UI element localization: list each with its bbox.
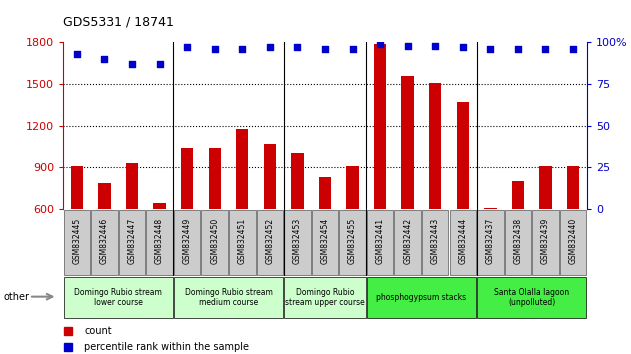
FancyBboxPatch shape bbox=[312, 210, 338, 275]
Text: GSM832443: GSM832443 bbox=[431, 218, 440, 264]
Point bbox=[155, 61, 165, 67]
Text: Santa Olalla lagoon
(unpolluted): Santa Olalla lagoon (unpolluted) bbox=[494, 288, 569, 307]
Bar bbox=[346, 166, 359, 209]
FancyBboxPatch shape bbox=[367, 277, 476, 318]
Text: Domingo Rubio stream
medium course: Domingo Rubio stream medium course bbox=[184, 288, 273, 307]
Point bbox=[430, 43, 440, 48]
FancyBboxPatch shape bbox=[505, 210, 531, 275]
Text: GSM832453: GSM832453 bbox=[293, 218, 302, 264]
Bar bbox=[126, 163, 138, 209]
Bar bbox=[567, 166, 579, 209]
Point bbox=[540, 46, 550, 52]
FancyBboxPatch shape bbox=[449, 210, 476, 275]
Point bbox=[513, 46, 523, 52]
Text: GSM832444: GSM832444 bbox=[458, 218, 468, 264]
Bar bbox=[208, 148, 221, 209]
Text: GSM832438: GSM832438 bbox=[514, 218, 522, 264]
Point bbox=[457, 45, 468, 50]
Text: other: other bbox=[3, 292, 29, 302]
Bar bbox=[98, 183, 110, 209]
FancyBboxPatch shape bbox=[174, 277, 283, 318]
Point bbox=[375, 41, 385, 47]
Bar bbox=[429, 83, 442, 209]
Text: GSM832440: GSM832440 bbox=[569, 218, 577, 264]
Bar bbox=[71, 166, 83, 209]
Bar bbox=[401, 76, 414, 209]
Text: GSM832437: GSM832437 bbox=[486, 218, 495, 264]
FancyBboxPatch shape bbox=[174, 210, 201, 275]
Text: GSM832451: GSM832451 bbox=[238, 218, 247, 264]
Text: phosphogypsum stacks: phosphogypsum stacks bbox=[376, 293, 466, 302]
FancyBboxPatch shape bbox=[422, 210, 449, 275]
Bar bbox=[457, 102, 469, 209]
Text: GSM832449: GSM832449 bbox=[182, 218, 192, 264]
Point bbox=[403, 43, 413, 48]
Text: GSM832448: GSM832448 bbox=[155, 218, 164, 264]
Point bbox=[127, 61, 137, 67]
Point bbox=[100, 56, 110, 62]
Bar bbox=[512, 181, 524, 209]
Point bbox=[348, 46, 358, 52]
Text: count: count bbox=[84, 326, 112, 336]
Bar bbox=[374, 44, 386, 209]
Text: Domingo Rubio
stream upper course: Domingo Rubio stream upper course bbox=[285, 288, 365, 307]
FancyBboxPatch shape bbox=[119, 210, 145, 275]
Text: GSM832439: GSM832439 bbox=[541, 218, 550, 264]
Bar bbox=[484, 208, 497, 209]
FancyBboxPatch shape bbox=[284, 210, 310, 275]
Text: GSM832442: GSM832442 bbox=[403, 218, 412, 264]
Bar bbox=[291, 153, 304, 209]
Text: GSM832445: GSM832445 bbox=[73, 218, 81, 264]
Point bbox=[72, 51, 82, 57]
Point bbox=[320, 46, 330, 52]
FancyBboxPatch shape bbox=[367, 210, 393, 275]
FancyBboxPatch shape bbox=[477, 277, 586, 318]
FancyBboxPatch shape bbox=[533, 210, 558, 275]
Text: GSM832446: GSM832446 bbox=[100, 218, 109, 264]
FancyBboxPatch shape bbox=[394, 210, 421, 275]
Point bbox=[182, 45, 192, 50]
Text: GDS5331 / 18741: GDS5331 / 18741 bbox=[63, 15, 174, 28]
Bar bbox=[181, 148, 193, 209]
FancyBboxPatch shape bbox=[64, 210, 90, 275]
Text: GSM832452: GSM832452 bbox=[266, 218, 274, 264]
Bar bbox=[540, 166, 551, 209]
FancyBboxPatch shape bbox=[560, 210, 586, 275]
Bar bbox=[264, 144, 276, 209]
Text: Domingo Rubio stream
lower course: Domingo Rubio stream lower course bbox=[74, 288, 162, 307]
FancyBboxPatch shape bbox=[477, 210, 504, 275]
Point bbox=[209, 46, 220, 52]
Point bbox=[237, 46, 247, 52]
Bar bbox=[319, 177, 331, 209]
Point bbox=[568, 46, 578, 52]
Text: GSM832454: GSM832454 bbox=[321, 218, 329, 264]
FancyBboxPatch shape bbox=[339, 210, 366, 275]
FancyBboxPatch shape bbox=[257, 210, 283, 275]
Bar bbox=[236, 129, 249, 209]
Bar bbox=[153, 203, 166, 209]
Text: GSM832455: GSM832455 bbox=[348, 218, 357, 264]
FancyBboxPatch shape bbox=[91, 210, 117, 275]
FancyBboxPatch shape bbox=[229, 210, 256, 275]
FancyBboxPatch shape bbox=[64, 277, 173, 318]
FancyBboxPatch shape bbox=[146, 210, 173, 275]
Point bbox=[292, 45, 302, 50]
Text: GSM832447: GSM832447 bbox=[127, 218, 136, 264]
FancyBboxPatch shape bbox=[201, 210, 228, 275]
Text: GSM832450: GSM832450 bbox=[210, 218, 219, 264]
Point bbox=[265, 45, 275, 50]
Text: percentile rank within the sample: percentile rank within the sample bbox=[84, 342, 249, 352]
Text: GSM832441: GSM832441 bbox=[375, 218, 384, 264]
Point bbox=[485, 46, 495, 52]
FancyBboxPatch shape bbox=[284, 277, 366, 318]
